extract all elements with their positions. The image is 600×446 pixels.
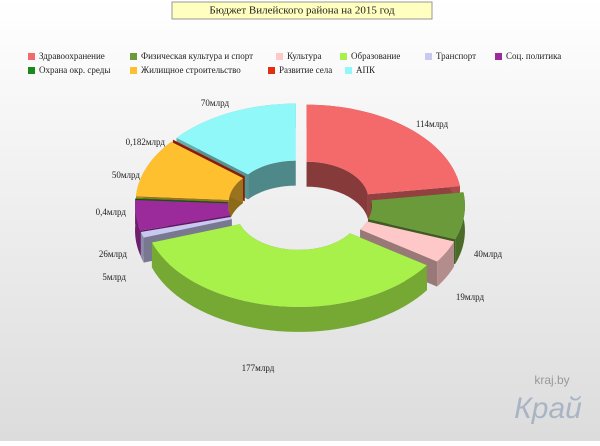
value-label: 0,182млрд [126, 137, 166, 147]
watermark-logo: Край [514, 392, 582, 425]
value-label: 50млрд [112, 170, 141, 180]
legend-swatch [130, 67, 137, 74]
legend-label: Развитие села [279, 65, 332, 75]
value-label: 177млрд [242, 363, 275, 373]
legend-swatch [425, 53, 432, 60]
legend-label: Образование [351, 51, 400, 61]
legend-swatch [28, 67, 35, 74]
legend-label: Транспорт [436, 51, 476, 61]
legend-label: АПК [356, 65, 376, 75]
value-label: 26млрд [99, 249, 128, 259]
value-label: 70млрд [201, 98, 230, 108]
legend-swatch [268, 67, 275, 74]
legend-label: Жилищное строительство [141, 65, 241, 75]
value-label: 114млрд [416, 119, 449, 129]
chart-title: Бюджет Вилейского района на 2015 год [209, 5, 395, 17]
legend-swatch [130, 53, 137, 60]
legend-label: Здравоохранение [39, 51, 105, 61]
legend-label: Охрана окр. среды [39, 65, 110, 75]
value-label: 0,4млрд [96, 207, 127, 217]
legend-swatch [345, 67, 352, 74]
legend-label: Соц. политика [506, 51, 561, 61]
value-label: 5млрд [102, 272, 126, 282]
legend-swatch [495, 53, 502, 60]
legend-label: Культура [287, 51, 322, 61]
watermark-site: kraj.by [534, 373, 569, 387]
value-label: 19млрд [456, 292, 485, 302]
legend-swatch [276, 53, 283, 60]
legend-swatch [28, 53, 35, 60]
legend-label: Физическая культура и спорт [141, 51, 253, 61]
legend-swatch [340, 53, 347, 60]
value-label: 40млрд [474, 249, 503, 259]
